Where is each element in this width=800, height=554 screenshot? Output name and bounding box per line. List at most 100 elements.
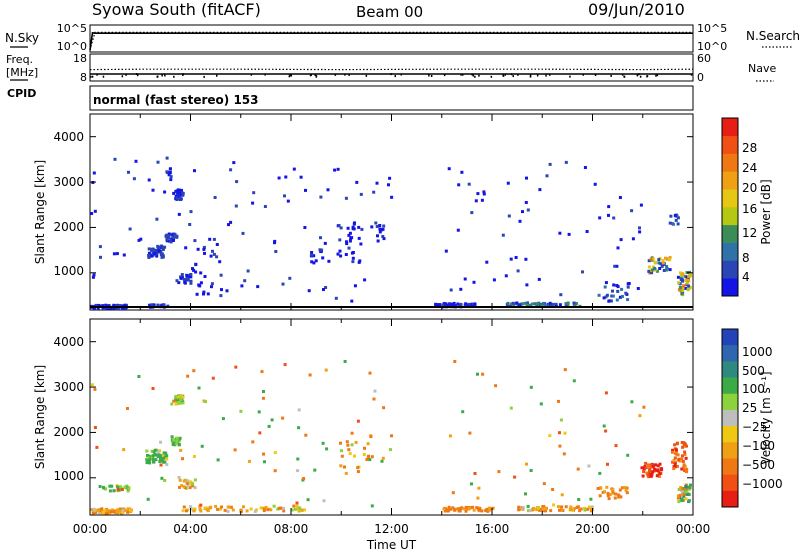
velocity-cell [681,454,684,458]
power-cell [358,259,362,263]
velocity-cell [650,470,654,474]
velocity-cell [571,508,575,512]
velocity-cell [152,450,156,454]
velocity-cell [560,508,564,512]
freq-scatter-point [315,75,317,78]
power-cell [485,260,489,264]
velocity-cell [181,395,185,399]
power-cell [449,288,453,292]
velocity-cell [119,507,123,511]
velocity-cell [321,441,325,445]
power-cell [558,231,562,235]
velocity-cell [443,509,447,513]
velocity-cell [176,402,180,406]
power-cbar-tick-12: 12 [742,226,757,240]
power-cell [180,188,183,192]
velocity-cell [656,469,660,472]
velocity-cell [179,398,183,402]
power-cell [350,251,354,255]
velocity-cell [146,458,150,462]
velocity-cbar-swatch [722,377,738,395]
power-cell [251,201,255,205]
velocity-cell [148,458,152,462]
power-cell [626,282,630,286]
velocity-cell [680,499,684,503]
power-cell [243,279,247,283]
power-cell [607,299,611,303]
velocity-cell [209,505,213,509]
velocity-cell [175,396,178,400]
power-cell [619,238,623,242]
power-cell [660,264,664,268]
velocity-cell [676,453,680,457]
velocity-cell [552,503,556,507]
power-cbar-swatch [722,278,738,297]
power-cell [536,304,540,308]
power-cell [159,250,163,253]
velocity-cell [340,449,343,453]
nsearch-label: N.Search [746,29,800,43]
velocity-cell [282,509,286,513]
power-cell [209,254,213,258]
velocity-cell [687,488,691,492]
velocity-cell [444,507,448,511]
velocity-cell [198,507,202,511]
velocity-cell [556,505,560,509]
velocity-cell [682,492,686,496]
velocity-cell [473,472,477,475]
velocity-cell [369,435,373,439]
velocity-cell [476,496,480,500]
power-cell [337,224,341,227]
power-cell [616,246,620,250]
velocity-cell [90,508,94,512]
power-cell [168,171,172,174]
power-cell [612,216,616,220]
velocity-cell [263,460,266,464]
power-cell [338,238,342,242]
power-cell [525,283,529,287]
power-cell [218,260,222,264]
power-cell [551,302,555,306]
power-cell [564,160,568,164]
power-cell [263,205,267,208]
power-cell [665,265,669,268]
velocity-cell [673,443,677,447]
power-cell [177,281,181,285]
velocity-cell [151,387,155,390]
velocity-cell [116,485,120,489]
power-cell [616,285,620,289]
power-cell [219,273,223,277]
velocity-cell [538,508,542,512]
power-cell [651,257,655,261]
velocity-cell [682,494,686,498]
power-cell [168,167,172,171]
velocity-cell [390,434,393,438]
velocity-cell [220,505,223,509]
velocity-cell [234,365,238,369]
velocity-cell [607,497,611,501]
nave-label: Nave [748,62,776,75]
power-cell [203,275,207,278]
xtick-1200: 12:00 [374,522,409,536]
power-cell [638,226,641,230]
velocity-cell [304,433,308,437]
freq-scatter-point [91,75,94,78]
velocity-cbar-swatch [722,361,738,378]
power-cbar-tick-20: 20 [742,181,757,195]
velocity-cell [649,474,653,478]
power-cell [283,194,286,198]
power-cell [185,273,189,277]
freq-scatter-point [289,74,291,77]
freq-scatter-point [529,75,532,78]
velocity-cell [179,448,183,452]
freq-scatter-point [334,73,337,76]
power-cell [299,175,303,179]
power-cell [674,218,678,222]
freq-scatter-point [655,74,657,77]
velocity-cbar-tick-1000: 1000 [742,345,773,359]
velocity-cell [93,426,97,429]
velocity-cell [262,507,266,511]
velocity-cell [497,470,501,474]
power-cell [97,303,101,307]
power-cell [378,230,382,234]
